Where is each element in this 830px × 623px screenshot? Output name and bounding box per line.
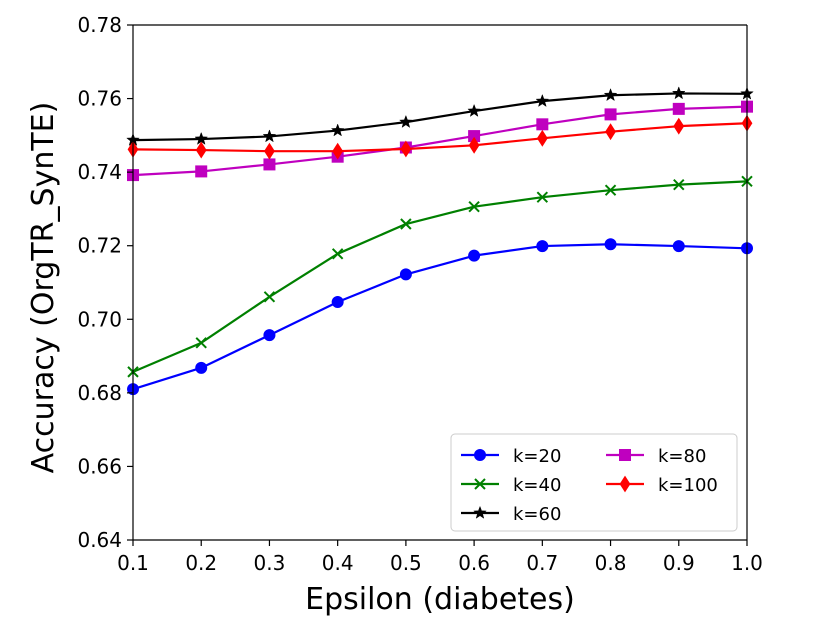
legend-item-k80: k=80 [606,446,706,467]
y-tick-label: 0.76 [77,87,122,111]
axes-layer: 0.1 0.2 0.3 0.4 0.5 0.6 0.7 0.8 0.9 1.0 0.64 0.66 0.… [77,13,762,575]
data-point-k100-9 [673,117,685,135]
data-point-k40-2 [195,337,207,349]
series-k40 [127,175,753,378]
legend-item-k40: k=40 [461,475,561,496]
data-point-k80-9 [672,102,685,115]
x-tick-label: 0.8 [595,551,627,575]
legend-label-k40: k=40 [513,475,561,496]
y-axis-title: Accuracy (OrgTR_SynTE) [26,102,61,474]
series-line-k80 [132,105,748,177]
legend: k=20 k=40 k=60 k=80 k=100 [450,433,738,532]
data-point-k20-6 [468,249,481,262]
data-point-k40-7 [536,191,549,203]
data-point-k20-3 [263,329,276,342]
data-point-k100-6 [468,136,480,154]
x-tick-label: 0.4 [322,551,354,575]
legend-marker-k20 [474,449,486,461]
data-point-k40-3 [263,291,276,303]
y-tick-label: 0.64 [77,528,122,552]
data-point-k20-9 [672,240,685,253]
series-layer [126,86,754,396]
legend-marker-k60 [473,505,487,519]
data-point-k100-4 [332,142,344,160]
series-k20 [127,238,753,396]
y-tick-label: 0.70 [77,307,122,331]
data-point-k20-8 [604,238,617,251]
x-tick-label: 1.0 [731,551,763,575]
legend-item-k100: k=100 [606,475,718,496]
x-tick-label: 0.3 [254,551,286,575]
legend-marker-k100 [619,475,631,493]
series-line-k60 [132,92,748,142]
data-point-k40-9 [673,178,685,191]
legend-marker-k80 [619,449,631,461]
legend-item-k20: k=20 [461,446,561,467]
y-tick-label: 0.78 [77,13,122,37]
y-tick-label: 0.66 [77,454,122,478]
data-point-k80-7 [536,118,549,131]
data-point-k60-7 [535,93,550,107]
x-tick-label: 0.6 [458,551,490,575]
data-point-k60-6 [467,103,481,117]
x-tick-label: 0.5 [390,551,422,575]
legend-item-k60: k=60 [461,504,561,525]
legend-box [450,433,738,532]
series-k80 [127,100,753,182]
y-tick-label: 0.68 [77,381,122,405]
series-k60 [126,86,754,146]
x-tick-label: 0.7 [526,551,558,575]
data-point-k100-5 [400,140,412,158]
legend-label-k20: k=20 [513,446,561,467]
data-point-k80-2 [195,165,208,178]
data-point-k60-3 [262,129,277,143]
data-point-k40-4 [331,248,344,260]
y-tick-label: 0.72 [77,234,122,258]
data-point-k80-8 [604,108,617,121]
x-tick-label: 0.9 [663,551,695,575]
x-axis-title: Epsilon (diabetes) [305,582,575,617]
series-line-k40 [132,180,748,373]
data-point-k60-4 [330,123,345,137]
data-point-k100-3 [264,142,275,160]
data-point-k20-2 [195,361,208,374]
data-point-k100-8 [605,123,616,141]
series-line-k20 [132,243,748,391]
data-point-k20-7 [536,240,549,253]
y-tick-label: 0.74 [77,160,122,184]
data-point-k20-5 [399,268,412,281]
legend-label-k80: k=80 [658,446,706,467]
data-point-k100-7 [536,129,548,147]
data-point-k60-5 [399,114,413,128]
data-point-k60-8 [603,88,618,102]
legend-label-k100: k=100 [658,475,718,496]
series-k100 [127,114,753,160]
legend-marker-k40 [474,478,486,490]
x-tick-label: 0.2 [185,551,217,575]
legend-label-k60: k=60 [513,504,561,525]
data-point-k100-2 [195,141,207,159]
data-point-k40-6 [468,201,480,213]
data-point-k60-9 [671,86,686,100]
x-tick-label: 0.1 [117,551,149,575]
data-point-k80-3 [263,158,276,171]
series-line-k100 [132,122,748,153]
data-point-k20-4 [331,295,344,308]
data-point-k40-5 [400,218,412,230]
data-point-k40-8 [604,184,617,196]
